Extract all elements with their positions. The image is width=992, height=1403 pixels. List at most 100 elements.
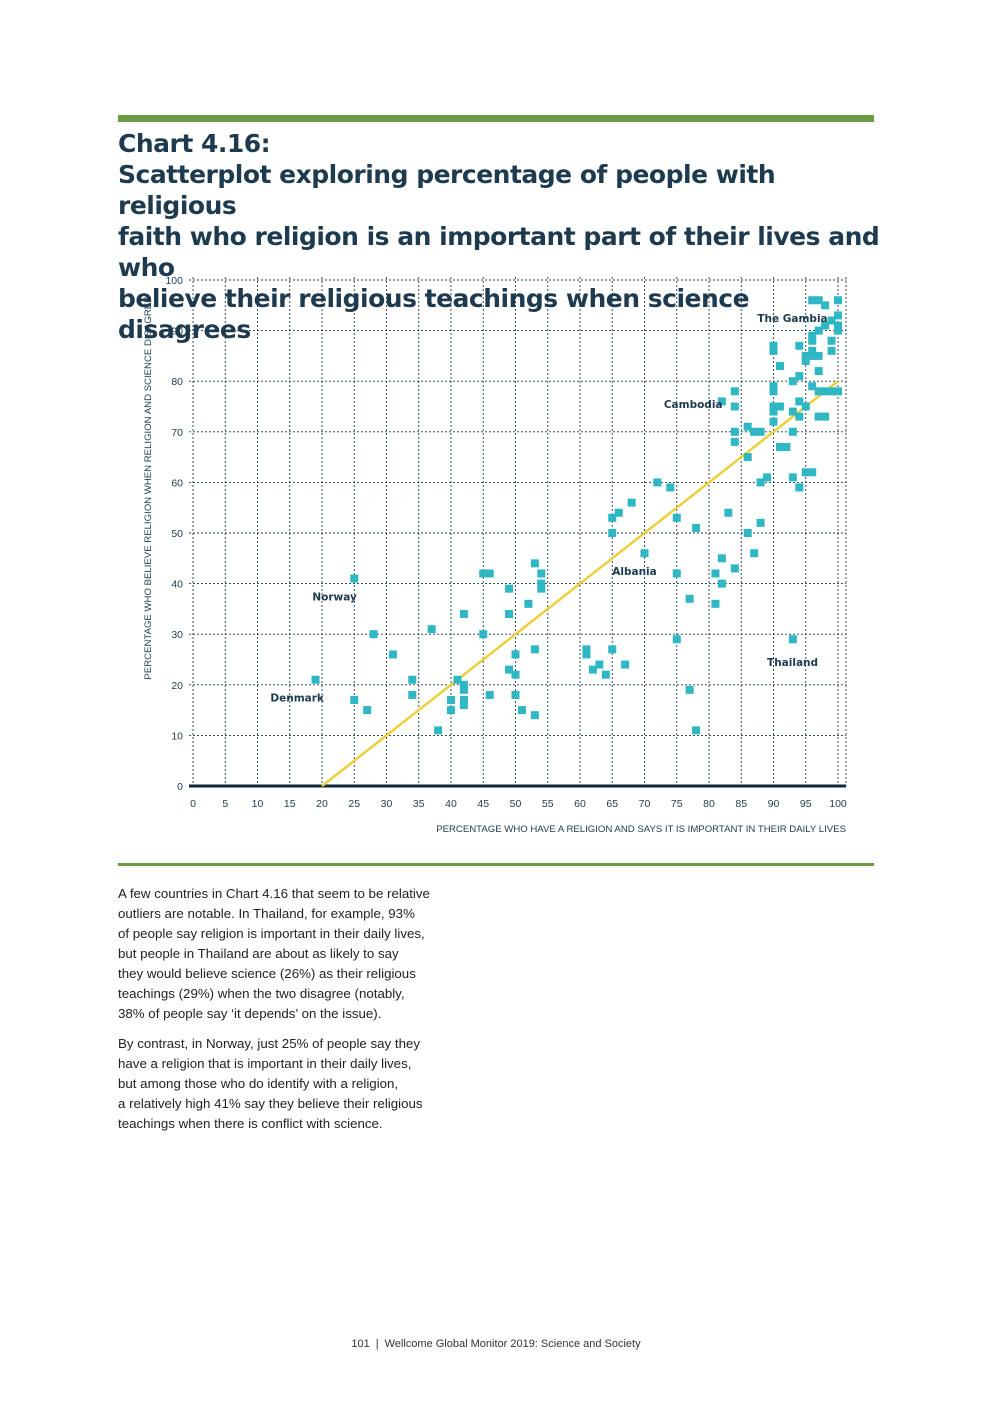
text-line: teachings when there is conflict with sc…	[118, 1116, 383, 1131]
x-tick-label: 0	[190, 798, 196, 810]
data-point	[763, 473, 772, 482]
x-tick-label: 55	[542, 798, 554, 810]
x-tick-label: 50	[510, 798, 522, 810]
x-axis-label: PERCENTAGE WHO HAVE A RELIGION AND SAYS …	[436, 824, 846, 835]
data-point	[459, 680, 468, 689]
data-point	[814, 412, 823, 421]
y-tick-label: 50	[171, 528, 183, 540]
text-line: but among those who do identify with a r…	[118, 1076, 399, 1091]
x-tick-label: 15	[284, 798, 296, 810]
data-point	[801, 468, 810, 477]
data-point	[595, 660, 604, 669]
country-annotations: The Gambia Cambodia Albania Norway Thailand D…	[270, 313, 827, 705]
data-point	[821, 321, 830, 330]
x-tick-label: 100	[829, 798, 847, 810]
data-point	[608, 513, 617, 522]
y-tick-label: 0	[177, 781, 183, 793]
data-point	[505, 584, 514, 593]
text-line: outliers are notable. In Thailand, for e…	[118, 906, 415, 921]
data-point	[808, 382, 817, 391]
data-point	[782, 442, 791, 451]
text-line: they would believe science (26%) as thei…	[118, 966, 416, 981]
data-point	[459, 695, 468, 704]
data-point	[530, 559, 539, 568]
top-green-rule	[118, 115, 874, 122]
data-point	[459, 609, 468, 618]
data-point	[814, 367, 823, 376]
data-point	[769, 382, 778, 391]
data-point	[795, 412, 804, 421]
data-point	[427, 625, 436, 634]
data-point	[685, 594, 694, 603]
text-line: teachings (29%) when the two disagree (n…	[118, 986, 405, 1001]
data-point	[388, 650, 397, 659]
y-tick-label: 20	[171, 680, 183, 692]
data-point	[459, 701, 468, 710]
data-point	[756, 427, 765, 436]
y-tick-label: 100	[165, 275, 183, 287]
data-point	[769, 387, 778, 396]
chart-number: Chart 4.16:	[118, 129, 271, 158]
data-point	[530, 645, 539, 654]
y-tick-label: 70	[171, 427, 183, 439]
data-point	[672, 569, 681, 578]
footer-separator: |	[375, 1338, 379, 1350]
y-axis-label: PERCENTAGE WHO BELIEVE RELIGION WHEN REL…	[143, 296, 154, 679]
data-point	[769, 402, 778, 411]
text-line: a relatively high 41% say they believe t…	[118, 1096, 423, 1111]
data-point	[730, 402, 739, 411]
data-point	[582, 645, 591, 654]
data-point	[808, 296, 817, 305]
chart-grid	[189, 277, 847, 786]
data-point	[524, 599, 533, 608]
data-point	[808, 336, 817, 345]
annotation-label: The Gambia	[757, 313, 827, 325]
data-point	[640, 549, 649, 558]
data-point	[814, 326, 823, 335]
data-point	[808, 346, 817, 355]
data-point	[788, 407, 797, 416]
data-point	[795, 372, 804, 381]
data-point	[724, 508, 733, 517]
data-point	[769, 417, 778, 426]
data-point	[692, 726, 701, 735]
data-point	[582, 650, 591, 659]
data-point	[801, 356, 810, 365]
x-tick-label: 20	[316, 798, 328, 810]
data-point	[350, 574, 359, 583]
x-tick-label: 65	[606, 798, 618, 810]
chart-title-line-2: faith who religion is an important part …	[118, 222, 880, 282]
data-point	[808, 351, 817, 360]
annotation-label: Albania	[612, 566, 657, 578]
y-tick-label: 10	[171, 730, 183, 742]
data-point	[530, 711, 539, 720]
data-point	[505, 609, 514, 618]
data-point	[447, 695, 455, 704]
x-tick-label: 75	[671, 798, 683, 810]
data-point	[479, 569, 488, 578]
trend-line-group	[321, 380, 839, 787]
data-point	[485, 569, 494, 578]
data-point	[627, 498, 636, 507]
scatter-chart: The Gambia Cambodia Albania Norway Thailand D…	[143, 275, 847, 835]
data-point	[827, 316, 836, 325]
data-point	[730, 437, 739, 446]
data-point	[775, 362, 784, 371]
data-point	[743, 453, 752, 462]
data-point	[814, 351, 823, 360]
chart-title: Chart 4.16: Scatterplot exploring percen…	[118, 128, 888, 345]
x-tick-label: 80	[703, 798, 715, 810]
y-tick-label: 40	[171, 579, 183, 591]
data-point	[601, 670, 610, 679]
data-point	[537, 569, 546, 578]
data-point	[505, 665, 514, 674]
data-point	[750, 549, 759, 558]
data-point	[743, 422, 752, 431]
data-point	[730, 387, 739, 396]
tick-labels: 0 5 10 15 20 25 30 35 40 45 50 55 60 65 70 75 80 85 90 95 10…	[165, 275, 846, 810]
body-text: A few countries in Chart 4.16 that seem …	[118, 884, 483, 1144]
data-point	[730, 427, 739, 436]
data-point	[447, 706, 455, 715]
data-point	[537, 579, 546, 588]
data-point	[666, 483, 675, 492]
